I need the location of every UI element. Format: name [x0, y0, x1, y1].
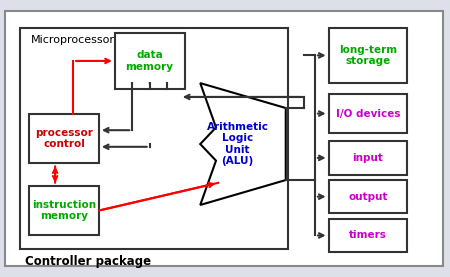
Text: input: input [352, 153, 383, 163]
Text: Microprocessor: Microprocessor [31, 35, 115, 45]
Bar [328, 94, 407, 133]
Bar [328, 141, 407, 175]
Text: I/O devices: I/O devices [336, 109, 400, 119]
Bar [20, 28, 288, 249]
Text: timers: timers [349, 230, 387, 240]
Polygon shape [200, 83, 286, 205]
Bar [29, 186, 99, 235]
Text: output: output [348, 192, 387, 202]
Text: long-term
storage: long-term storage [339, 45, 397, 66]
Text: instruction
memory: instruction memory [32, 200, 96, 221]
Bar [115, 33, 184, 89]
Bar [328, 180, 407, 213]
Text: Controller package: Controller package [25, 255, 151, 268]
Text: Arithmetic
Logic
Unit
(ALU): Arithmetic Logic Unit (ALU) [207, 122, 269, 166]
Text: data
memory: data memory [126, 50, 174, 72]
Bar [328, 28, 407, 83]
Bar [29, 114, 99, 163]
Text: processor
control: processor control [35, 128, 93, 149]
Bar [328, 219, 407, 252]
